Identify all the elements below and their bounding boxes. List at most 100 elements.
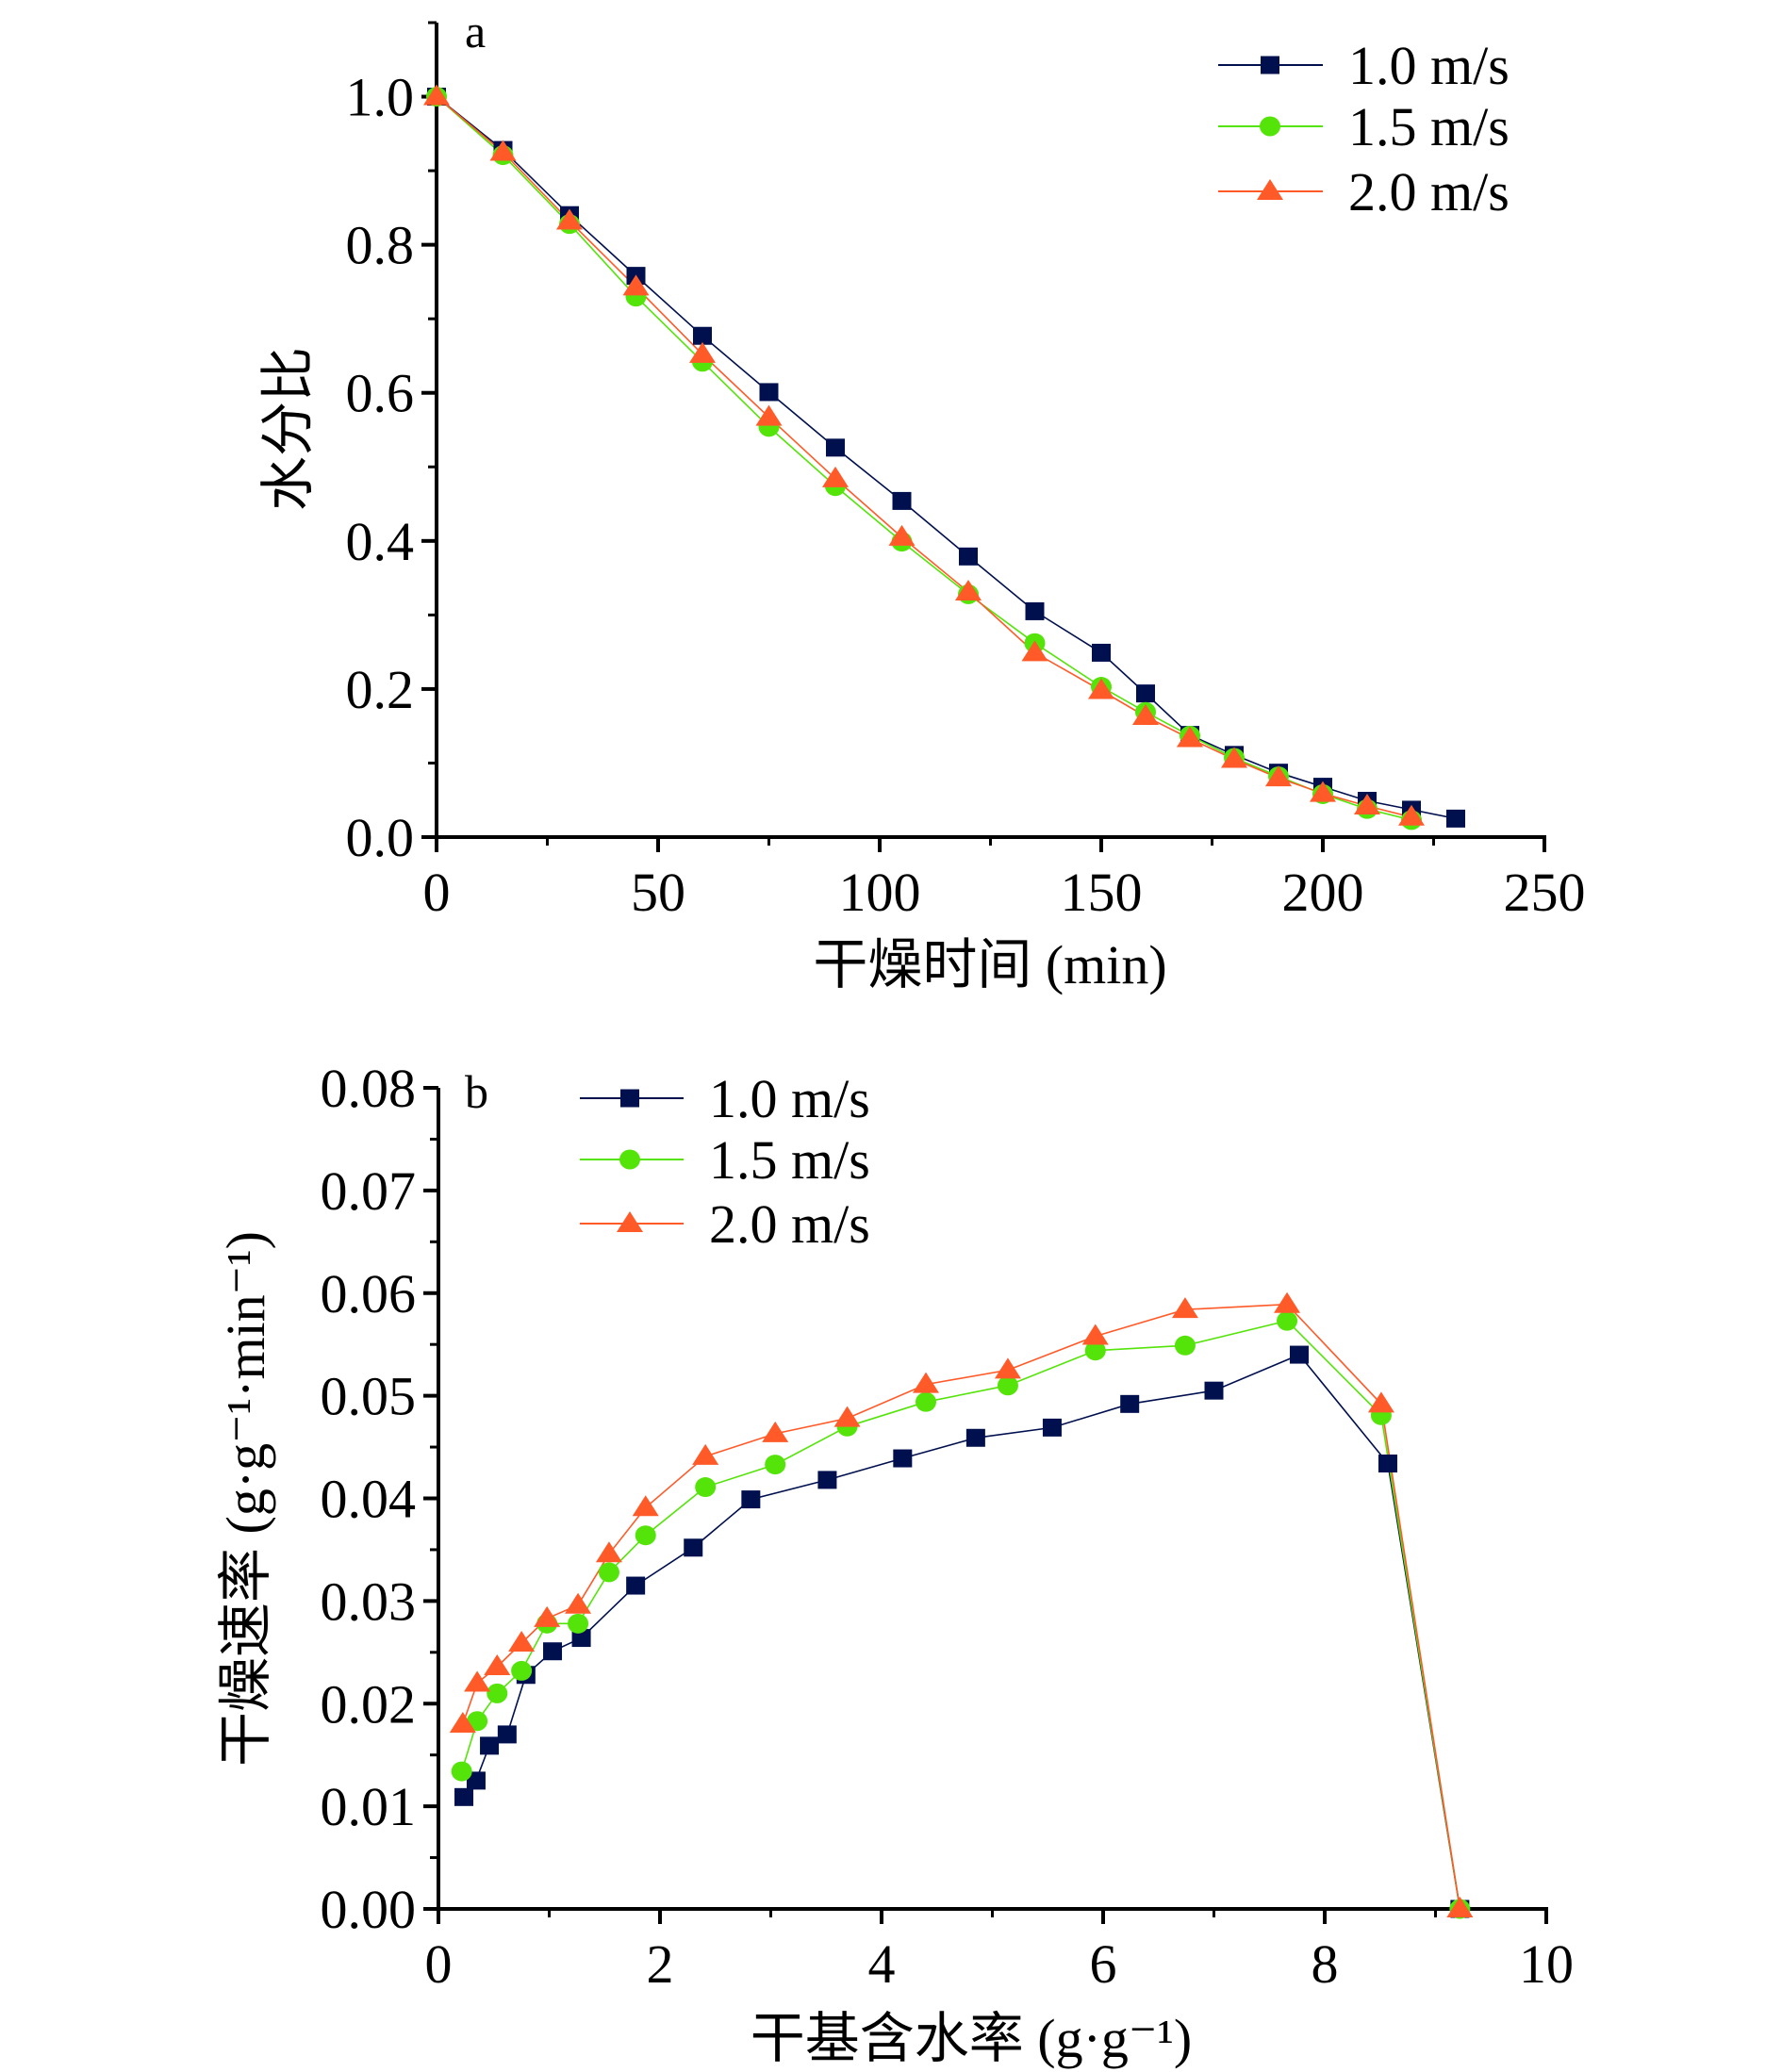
data-point-circle xyxy=(568,1613,589,1634)
chart-b: 0 2 4 6 8 10 0.00 0.01 0.02 0.03 0.04 0.05 0.06 0.07 0… xyxy=(215,1058,1574,2069)
y-tick-label: 0.02 xyxy=(321,1673,417,1735)
data-point-square xyxy=(959,547,978,566)
data-point-circle xyxy=(598,1562,619,1583)
data-point-triangle xyxy=(595,1541,622,1563)
y-tick-label: 0.08 xyxy=(321,1058,417,1119)
data-point-square xyxy=(1446,809,1465,828)
data-point-circle xyxy=(1174,1335,1196,1356)
chart-a-y-axis-title: 水分比 xyxy=(257,347,319,511)
data-point-triangle xyxy=(449,1712,476,1734)
y-tick-label: 0.6 xyxy=(346,363,415,424)
series-line-1 xyxy=(463,1354,1461,1910)
legend-label: 1.0 m/s xyxy=(709,1068,870,1129)
data-point-triangle xyxy=(1446,1897,1474,1917)
chart-a: 0 50 100 150 200 250 0.0 0.2 0.4 0.6 0.8 1.0 a 干燥时间… xyxy=(257,5,1586,995)
data-point-circle xyxy=(916,1391,936,1412)
legend-item: 2.0 m/s xyxy=(1218,161,1510,222)
x-tick-label: 2 xyxy=(647,1933,674,1995)
chart-b-legend: 1.0 m/s1.5 m/s2.0 m/s xyxy=(580,1068,870,1255)
y-tick-label: 0.05 xyxy=(321,1366,417,1427)
data-point-triangle xyxy=(888,524,916,546)
data-point-triangle xyxy=(755,404,783,426)
data-point-square xyxy=(1042,1418,1062,1437)
y-tick-label: 0.01 xyxy=(321,1776,417,1837)
data-point-triangle xyxy=(1088,678,1114,699)
y-tick-label: 0.03 xyxy=(321,1570,417,1632)
y-tick-label: 0.4 xyxy=(346,511,415,572)
x-tick-label: 100 xyxy=(839,862,921,923)
data-point-triangle xyxy=(632,1495,659,1517)
chart-b-axes: 0 2 4 6 8 10 0.00 0.01 0.02 0.03 0.04 0.05 0.06 0.07 0… xyxy=(321,1058,1575,1995)
y-tick-label: 1.0 xyxy=(346,67,415,128)
legend-item: 2.0 m/s xyxy=(580,1193,870,1255)
chart-a-series-markers xyxy=(423,84,1465,830)
data-point-square xyxy=(693,326,712,345)
data-point-square xyxy=(1204,1381,1224,1400)
chart-b-series-lines xyxy=(460,1303,1461,1910)
data-point-triangle xyxy=(1367,1391,1394,1413)
chart-b-x-axis-title: 干基含水率 (g·g⁻¹) xyxy=(751,2008,1192,2069)
data-point-triangle xyxy=(1081,1324,1109,1345)
series-line-2 xyxy=(460,1320,1461,1910)
x-tick-label: 50 xyxy=(631,862,685,923)
data-point-triangle xyxy=(1354,794,1380,815)
data-point-square xyxy=(1378,1454,1397,1472)
data-point-triangle xyxy=(913,1372,939,1393)
data-point-circle xyxy=(635,1525,656,1546)
data-point-triangle xyxy=(534,1605,561,1627)
data-point-triangle xyxy=(822,466,849,487)
data-point-triangle xyxy=(689,341,716,363)
legend-marker-triangle xyxy=(617,1211,643,1232)
data-point-square xyxy=(497,1725,517,1744)
data-point-triangle xyxy=(1398,804,1425,826)
x-tick-label: 0 xyxy=(425,1933,453,1995)
legend-label: 1.0 m/s xyxy=(1348,35,1510,96)
data-point-triangle xyxy=(556,208,583,230)
data-point-circle xyxy=(511,1660,533,1681)
y-tick-label: 0.07 xyxy=(321,1160,417,1222)
series-1-markers xyxy=(454,1345,1470,1918)
y-tick-label: 0.04 xyxy=(321,1469,417,1530)
chart-a-legend: 1.0 m/s1.5 m/s2.0 m/s xyxy=(1218,35,1510,222)
series-1-markers xyxy=(427,88,1465,828)
data-point-square xyxy=(741,1490,761,1509)
chart-a-panel-label: a xyxy=(465,5,486,58)
data-point-square xyxy=(1120,1394,1140,1413)
x-tick-label: 150 xyxy=(1061,862,1143,923)
x-tick-label: 200 xyxy=(1282,862,1364,923)
data-point-circle xyxy=(765,1455,786,1475)
data-point-square xyxy=(817,1471,837,1489)
data-point-triangle xyxy=(762,1421,789,1442)
data-point-square xyxy=(826,438,845,457)
data-point-triangle xyxy=(1310,781,1336,802)
y-tick-label: 0.00 xyxy=(321,1879,417,1940)
data-point-circle xyxy=(1084,1340,1106,1361)
data-point-square xyxy=(543,1642,563,1661)
series-line-3 xyxy=(436,95,1412,818)
data-point-triangle xyxy=(994,1357,1021,1379)
data-point-triangle xyxy=(622,274,650,296)
data-point-square xyxy=(684,1538,703,1557)
data-point-square xyxy=(1092,643,1111,662)
legend-item: 1.5 m/s xyxy=(1218,96,1510,157)
x-tick-label: 4 xyxy=(868,1933,896,1995)
legend-marker-square xyxy=(1261,56,1279,74)
data-point-circle xyxy=(997,1375,1018,1396)
legend-label: 2.0 m/s xyxy=(709,1193,870,1255)
y-tick-label: 0.2 xyxy=(346,659,415,720)
data-point-triangle xyxy=(1265,765,1292,787)
x-tick-label: 10 xyxy=(1519,1933,1574,1995)
data-point-triangle xyxy=(1132,703,1159,725)
data-point-square xyxy=(892,491,912,510)
data-point-circle xyxy=(451,1761,472,1782)
legend-label: 1.5 m/s xyxy=(709,1129,870,1191)
legend-label: 2.0 m/s xyxy=(1348,161,1510,222)
y-tick-label: 0.8 xyxy=(346,215,415,276)
data-point-circle xyxy=(695,1477,717,1498)
chart-b-panel-label: b xyxy=(465,1065,488,1118)
x-tick-label: 250 xyxy=(1504,862,1586,923)
legend-marker-triangle xyxy=(1257,179,1283,200)
series-3-markers xyxy=(449,1291,1474,1917)
series-3-markers xyxy=(423,84,1425,826)
legend-marker-square xyxy=(620,1089,639,1108)
